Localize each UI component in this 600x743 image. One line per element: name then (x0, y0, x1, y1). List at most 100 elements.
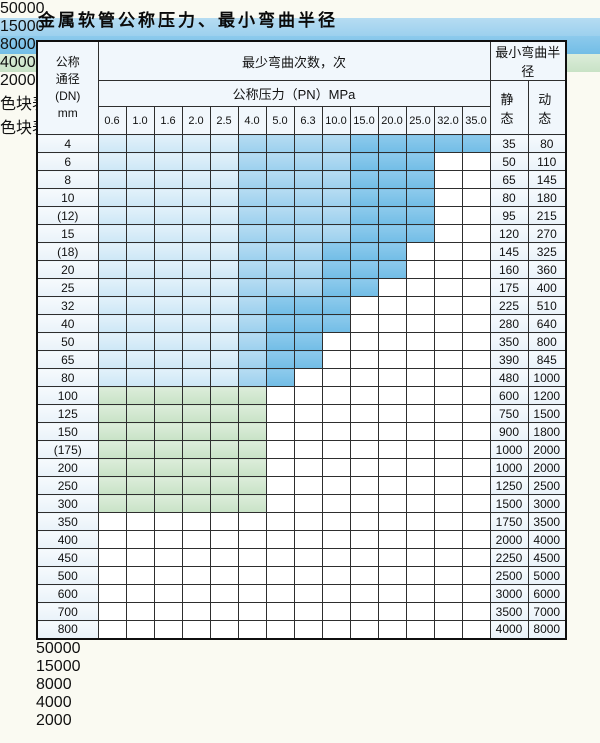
spec-cell (153, 296, 183, 315)
spec-cell (181, 404, 211, 423)
spec-cell (265, 602, 295, 621)
pressure-column-header: 15.0 (349, 106, 379, 135)
spec-cell (349, 530, 379, 549)
spec-cell (405, 440, 435, 459)
spec-cell (181, 440, 211, 459)
spec-cell (377, 512, 407, 531)
spec-cell (293, 296, 323, 315)
spec-cell (405, 422, 435, 441)
dynamic-value-cell: 80 (527, 134, 567, 153)
spec-cell (349, 242, 379, 261)
dynamic-value-cell: 3000 (527, 494, 567, 513)
pressure-column-header: 20.0 (377, 106, 407, 135)
dn-cell: 700 (36, 602, 99, 621)
spec-cell (97, 440, 127, 459)
spec-cell (461, 332, 491, 351)
spec-cell (265, 458, 295, 477)
cycle-count-label: 4000 (36, 693, 72, 711)
static-value-cell: 280 (489, 314, 529, 333)
spec-cell (433, 566, 463, 585)
spec-cell (461, 512, 491, 531)
spec-cell (349, 314, 379, 333)
spec-cell (125, 314, 155, 333)
spec-cell (125, 350, 155, 369)
min-bend-radius-header: 最小弯曲半径 (489, 40, 567, 81)
spec-cell (349, 368, 379, 387)
spec-cell (153, 548, 183, 567)
spec-cell (321, 134, 351, 153)
static-value-cell: 2250 (489, 548, 529, 567)
spec-cell (237, 422, 267, 441)
spec-cell (153, 386, 183, 405)
static-value-cell: 350 (489, 332, 529, 351)
spec-cell (265, 206, 295, 225)
spec-cell (181, 188, 211, 207)
spec-cell (97, 134, 127, 153)
spec-cell (125, 296, 155, 315)
spec-cell (433, 584, 463, 603)
spec-cell (433, 476, 463, 495)
spec-cell (321, 260, 351, 279)
spec-cell (125, 332, 155, 351)
dn-cell: 10 (36, 188, 99, 207)
spec-cell (293, 188, 323, 207)
spec-cell (237, 296, 267, 315)
spec-cell (181, 296, 211, 315)
spec-cell (405, 458, 435, 477)
spec-cell (209, 242, 239, 261)
spec-cell (461, 314, 491, 333)
spec-cell (97, 422, 127, 441)
spec-cell (125, 458, 155, 477)
spec-cell (181, 314, 211, 333)
dn-cell: 50 (36, 332, 99, 351)
dynamic-value-cell: 1000 (527, 368, 567, 387)
spec-cell (237, 332, 267, 351)
spec-cell (461, 350, 491, 369)
table-row: 200 1000 2000 (36, 458, 567, 477)
spec-cell (209, 440, 239, 459)
spec-cell (209, 584, 239, 603)
spec-cell (293, 386, 323, 405)
spec-cell (321, 350, 351, 369)
spec-cell (377, 422, 407, 441)
spec-cell (293, 278, 323, 297)
spec-cell (97, 242, 127, 261)
spec-cell (461, 458, 491, 477)
spec-cell (125, 224, 155, 243)
spec-cell (405, 170, 435, 189)
spec-cell (405, 404, 435, 423)
spec-cell (181, 242, 211, 261)
spec-cell (433, 530, 463, 549)
spec-cell (433, 404, 463, 423)
spec-cell (153, 350, 183, 369)
spec-cell (321, 314, 351, 333)
spec-cell (377, 152, 407, 171)
spec-cell (97, 350, 127, 369)
spec-cell (461, 404, 491, 423)
legend-swatch-15000: 15000 (0, 18, 600, 36)
spec-cell (293, 134, 323, 153)
spec-cell (461, 440, 491, 459)
pressure-column-header: 1.6 (153, 106, 183, 135)
spec-cell (237, 512, 267, 531)
spec-cell (405, 152, 435, 171)
spec-cell (461, 566, 491, 585)
spec-cell (405, 386, 435, 405)
spec-cell (321, 368, 351, 387)
spec-cell (377, 134, 407, 153)
dn-cell: 40 (36, 314, 99, 333)
spec-cell (461, 242, 491, 261)
spec-cell (97, 170, 127, 189)
spec-cell (125, 530, 155, 549)
spec-cell (237, 152, 267, 171)
spec-cell (125, 278, 155, 297)
spec-cell (433, 314, 463, 333)
spec-cell (321, 494, 351, 513)
spec-cell (265, 476, 295, 495)
table-row: 450 2250 4500 (36, 548, 567, 567)
spec-cell (125, 494, 155, 513)
spec-cell (125, 134, 155, 153)
spec-cell (181, 152, 211, 171)
spec-cell (181, 206, 211, 225)
